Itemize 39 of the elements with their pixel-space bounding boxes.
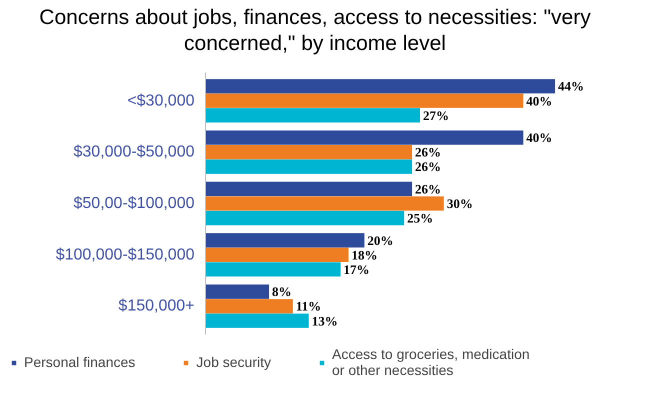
data-label: 40% — [526, 130, 552, 146]
y-tick-label: $30,000-$50,000 — [74, 144, 195, 161]
bar — [206, 182, 412, 196]
bar — [206, 284, 270, 299]
data-label: 26% — [415, 181, 442, 196]
data-label: 17% — [344, 262, 370, 277]
bar — [206, 299, 293, 314]
chart-title: Concerns about jobs, finances, access to necessities: "very concerned," by income level — [38, 5, 592, 58]
data-label: 27% — [423, 108, 449, 123]
bar — [206, 262, 341, 277]
data-label: 26% — [415, 144, 442, 160]
legend-label: Personal finances — [24, 354, 136, 370]
bar — [206, 314, 309, 328]
bar — [206, 196, 444, 211]
data-label: 30% — [446, 196, 473, 211]
bar — [206, 248, 348, 262]
data-label: 18% — [352, 247, 378, 262]
bar — [206, 144, 412, 160]
bar — [206, 130, 524, 145]
bar — [206, 79, 556, 94]
data-label: 25% — [407, 210, 434, 226]
bar — [206, 160, 412, 174]
data-label: 26% — [415, 159, 442, 174]
data-label: 11% — [296, 298, 322, 314]
data-label: 20% — [367, 232, 394, 248]
bar — [206, 108, 420, 122]
y-tick-label: $100,000-$150,000 — [56, 246, 195, 264]
y-tick-label: $150,000+ — [118, 298, 194, 315]
data-label: 8% — [272, 284, 292, 300]
y-tick-label: <$30,000 — [127, 92, 195, 110]
legend-label: Access to groceries, medication or other necessities — [332, 346, 530, 378]
data-label: 40% — [526, 93, 552, 108]
data-label: 13% — [312, 313, 338, 328]
legend-label: Job security — [196, 354, 271, 370]
bar — [206, 233, 364, 248]
bar — [206, 210, 404, 226]
bar — [206, 94, 524, 108]
y-tick-label: $50,00-$100,000 — [74, 195, 195, 212]
data-label: 44% — [558, 78, 584, 94]
